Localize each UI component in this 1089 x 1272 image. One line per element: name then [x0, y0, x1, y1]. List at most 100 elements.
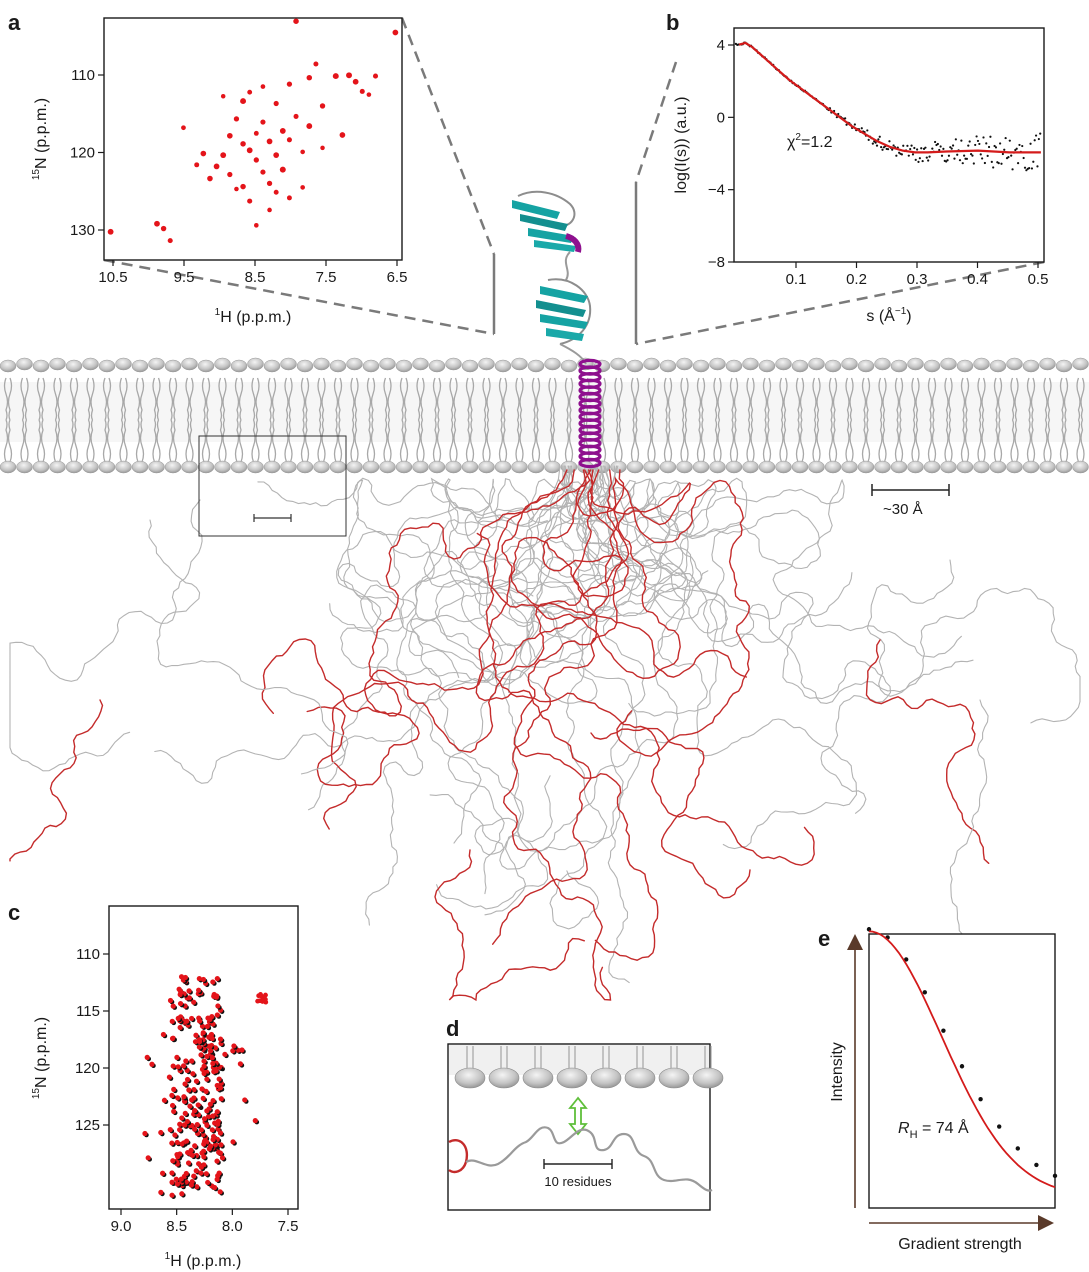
- lipid-tail: [453, 419, 458, 463]
- lipid-head: [775, 357, 792, 371]
- nmr-peak: [286, 137, 292, 143]
- lipid-head: [313, 460, 330, 474]
- saxs-point: [911, 153, 915, 156]
- residue-scale-bar: [543, 1159, 613, 1169]
- saxs-point: [866, 129, 869, 132]
- nmr-peak-red: [204, 1023, 210, 1030]
- chain-segment-grey: [438, 465, 599, 916]
- nmr-peak-red: [149, 1061, 155, 1067]
- nmr-peak: [279, 128, 286, 134]
- lipid-head: [1022, 460, 1040, 474]
- lipid-head: [296, 359, 314, 373]
- saxs-point: [933, 140, 937, 144]
- panel-a-x-tick-label: 8.5: [245, 269, 266, 286]
- nmr-peak: [286, 81, 293, 87]
- lipid-tail: [927, 419, 933, 463]
- nmr-peak-red: [206, 1146, 212, 1152]
- lipid-head: [857, 460, 875, 474]
- nmr-peak-red: [242, 1097, 248, 1103]
- nmr-peak: [254, 223, 259, 228]
- lipid-tail: [420, 377, 425, 421]
- dosy-point: [1034, 1162, 1039, 1168]
- lipid-tail: [57, 377, 62, 421]
- lipid-tail: [977, 377, 982, 421]
- panel-b-x-tick-label: 0.2: [846, 271, 867, 288]
- lipid-head: [247, 460, 264, 474]
- panel-b-fit-curve: [738, 41, 1041, 154]
- nmr-peak-red: [237, 1061, 243, 1067]
- lipid-head: [115, 460, 132, 474]
- lipid-tail: [861, 377, 867, 421]
- saxs-point: [1016, 162, 1020, 165]
- saxs-point: [968, 140, 971, 143]
- panel-b-x-label-text: s (Å: [866, 306, 895, 325]
- lipid-tail: [1076, 377, 1081, 421]
- lipid-tail: [812, 377, 817, 421]
- lipid-head: [263, 460, 281, 474]
- lipid-tail: [403, 419, 409, 463]
- saxs-point: [844, 117, 847, 120]
- panel-c-y-tick-label: 110: [76, 946, 100, 963]
- nmr-peak-red: [169, 1035, 176, 1042]
- lipid-head: [488, 1067, 520, 1089]
- panel-a-y-tick-label: 120: [70, 145, 95, 162]
- lipid-tail: [927, 377, 933, 421]
- panel-b-x-label: s (Å−1): [866, 306, 911, 325]
- nmr-peak-red: [191, 999, 197, 1005]
- lipid-head: [164, 359, 182, 373]
- panel-b-y-tick-label: 0: [717, 109, 725, 126]
- saxs-point: [992, 166, 995, 169]
- chain-segment-red: [513, 469, 659, 961]
- saxs-point: [989, 135, 992, 138]
- nmr-peak-red: [177, 1024, 183, 1031]
- lipid-tail: [321, 377, 326, 421]
- panel-e-x-label: Gradient strength: [898, 1236, 1022, 1253]
- lipid-head: [313, 357, 330, 371]
- nmr-peak-red: [214, 1158, 220, 1164]
- chain-segment-grey: [257, 465, 569, 647]
- lipid-tail: [69, 377, 75, 421]
- lipid-tail: [832, 377, 838, 421]
- lipid-tail: [696, 419, 702, 463]
- lipid-tail: [482, 419, 487, 463]
- lipid-tail: [370, 377, 376, 421]
- lipid-tail: [189, 419, 194, 463]
- lipid-tail: [878, 419, 883, 463]
- nmr-peak: [220, 93, 226, 99]
- lipid-tail: [337, 419, 343, 463]
- lipid-tail: [90, 377, 95, 421]
- nmr-peak: [320, 145, 325, 151]
- chain-segment-red: [261, 469, 592, 717]
- dosy-point: [978, 1096, 983, 1102]
- nmr-peak-red: [171, 1086, 177, 1092]
- saxs-point: [1011, 168, 1014, 171]
- saxs-point: [951, 144, 955, 147]
- nmr-peak-red: [230, 1139, 236, 1145]
- panel-c-y-label: 15N (p.p.m.): [31, 1017, 50, 1099]
- saxs-point: [1021, 144, 1024, 148]
- lipid-tail: [997, 419, 1003, 463]
- nmr-peak: [227, 171, 233, 178]
- lipid-head: [32, 359, 50, 373]
- lipid-head: [82, 357, 99, 371]
- lipid-tail: [123, 377, 128, 421]
- nmr-peak: [107, 228, 114, 235]
- lipid-tail: [469, 419, 475, 463]
- lipid-head: [445, 460, 462, 474]
- saxs-point: [910, 144, 913, 147]
- panel-a-x-tick-label: 10.5: [98, 269, 127, 286]
- lipid-tail: [601, 419, 607, 463]
- panel-a-x-label: 1H (p.p.m.): [215, 307, 292, 326]
- nmr-peak-red: [203, 1088, 209, 1094]
- panel-c-y-label-sup: 15: [31, 1088, 42, 1100]
- lipid-tail: [931, 419, 937, 463]
- lipid-head: [0, 460, 17, 474]
- lipid-tail: [878, 377, 883, 421]
- lipid-tail: [861, 419, 867, 463]
- lipid-tail: [1059, 419, 1065, 463]
- lipid-tail: [713, 419, 718, 463]
- nmr-peak-red: [166, 1074, 173, 1080]
- dosy-point: [904, 957, 909, 962]
- lipid-tail: [416, 377, 421, 421]
